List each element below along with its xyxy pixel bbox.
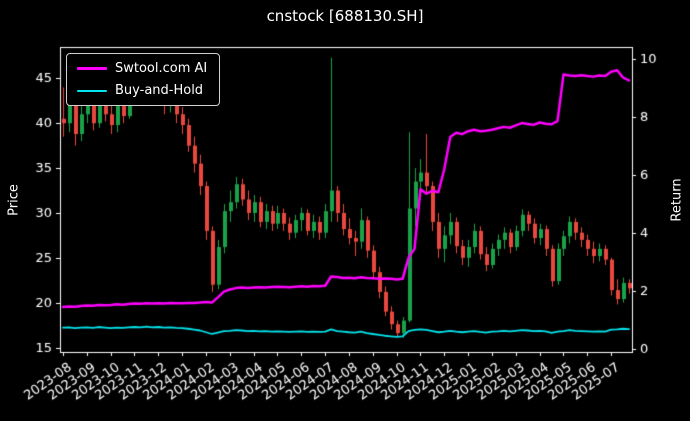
y-axis-label-return: Return: [669, 178, 685, 222]
legend-label-strategy: Swtool.com AI: [115, 61, 208, 76]
legend-item-strategy: Swtool.com AI: [77, 61, 207, 76]
legend: Swtool.com AI Buy-and-Hold: [66, 53, 221, 106]
y-axis-label-price: Price: [6, 184, 22, 216]
buyhold-line-swatch: [77, 89, 107, 92]
legend-label-buyhold: Buy-and-Hold: [115, 83, 204, 98]
strategy-line-swatch: [77, 67, 107, 70]
legend-item-buyhold: Buy-and-Hold: [77, 83, 207, 98]
chart-title: cnstock [688130.SH]: [266, 7, 424, 25]
